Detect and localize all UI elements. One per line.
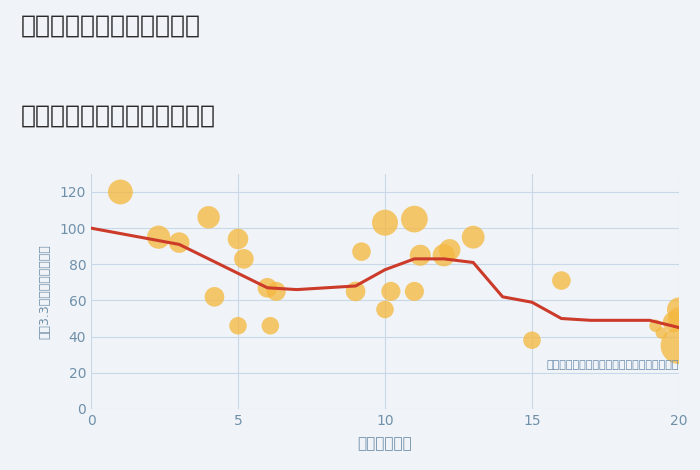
Point <box>153 234 164 241</box>
Point <box>526 337 538 344</box>
Point <box>271 288 282 295</box>
Point <box>265 322 276 329</box>
Point <box>262 284 273 291</box>
Point <box>379 219 391 227</box>
Point <box>379 306 391 313</box>
Text: 円の大きさは、取引のあった物件面積を示す: 円の大きさは、取引のあった物件面積を示す <box>547 360 679 370</box>
Point <box>385 288 396 295</box>
Point <box>203 213 214 221</box>
Point <box>238 255 249 263</box>
Text: 千葉県市原市南国分寺台の: 千葉県市原市南国分寺台の <box>21 14 201 38</box>
Point <box>650 322 661 329</box>
Text: 駅距離別中古マンション価格: 駅距離別中古マンション価格 <box>21 103 216 127</box>
Point <box>668 318 679 326</box>
Point <box>209 293 220 301</box>
Point <box>356 248 367 255</box>
Point <box>115 188 126 196</box>
Point <box>673 306 685 313</box>
Point <box>350 288 361 295</box>
Point <box>673 315 685 322</box>
Point <box>232 322 244 329</box>
Point <box>414 251 426 259</box>
Point <box>438 251 449 259</box>
Point <box>174 239 185 246</box>
X-axis label: 駅距離（分）: 駅距離（分） <box>358 436 412 451</box>
Point <box>409 288 420 295</box>
Point <box>232 235 244 243</box>
Point <box>556 277 567 284</box>
Point <box>468 234 479 241</box>
Point <box>656 329 667 337</box>
Point <box>673 342 685 349</box>
Point <box>444 246 455 254</box>
Y-axis label: 坪（3.3㎡）単価（万円）: 坪（3.3㎡）単価（万円） <box>38 244 51 339</box>
Point <box>409 215 420 223</box>
